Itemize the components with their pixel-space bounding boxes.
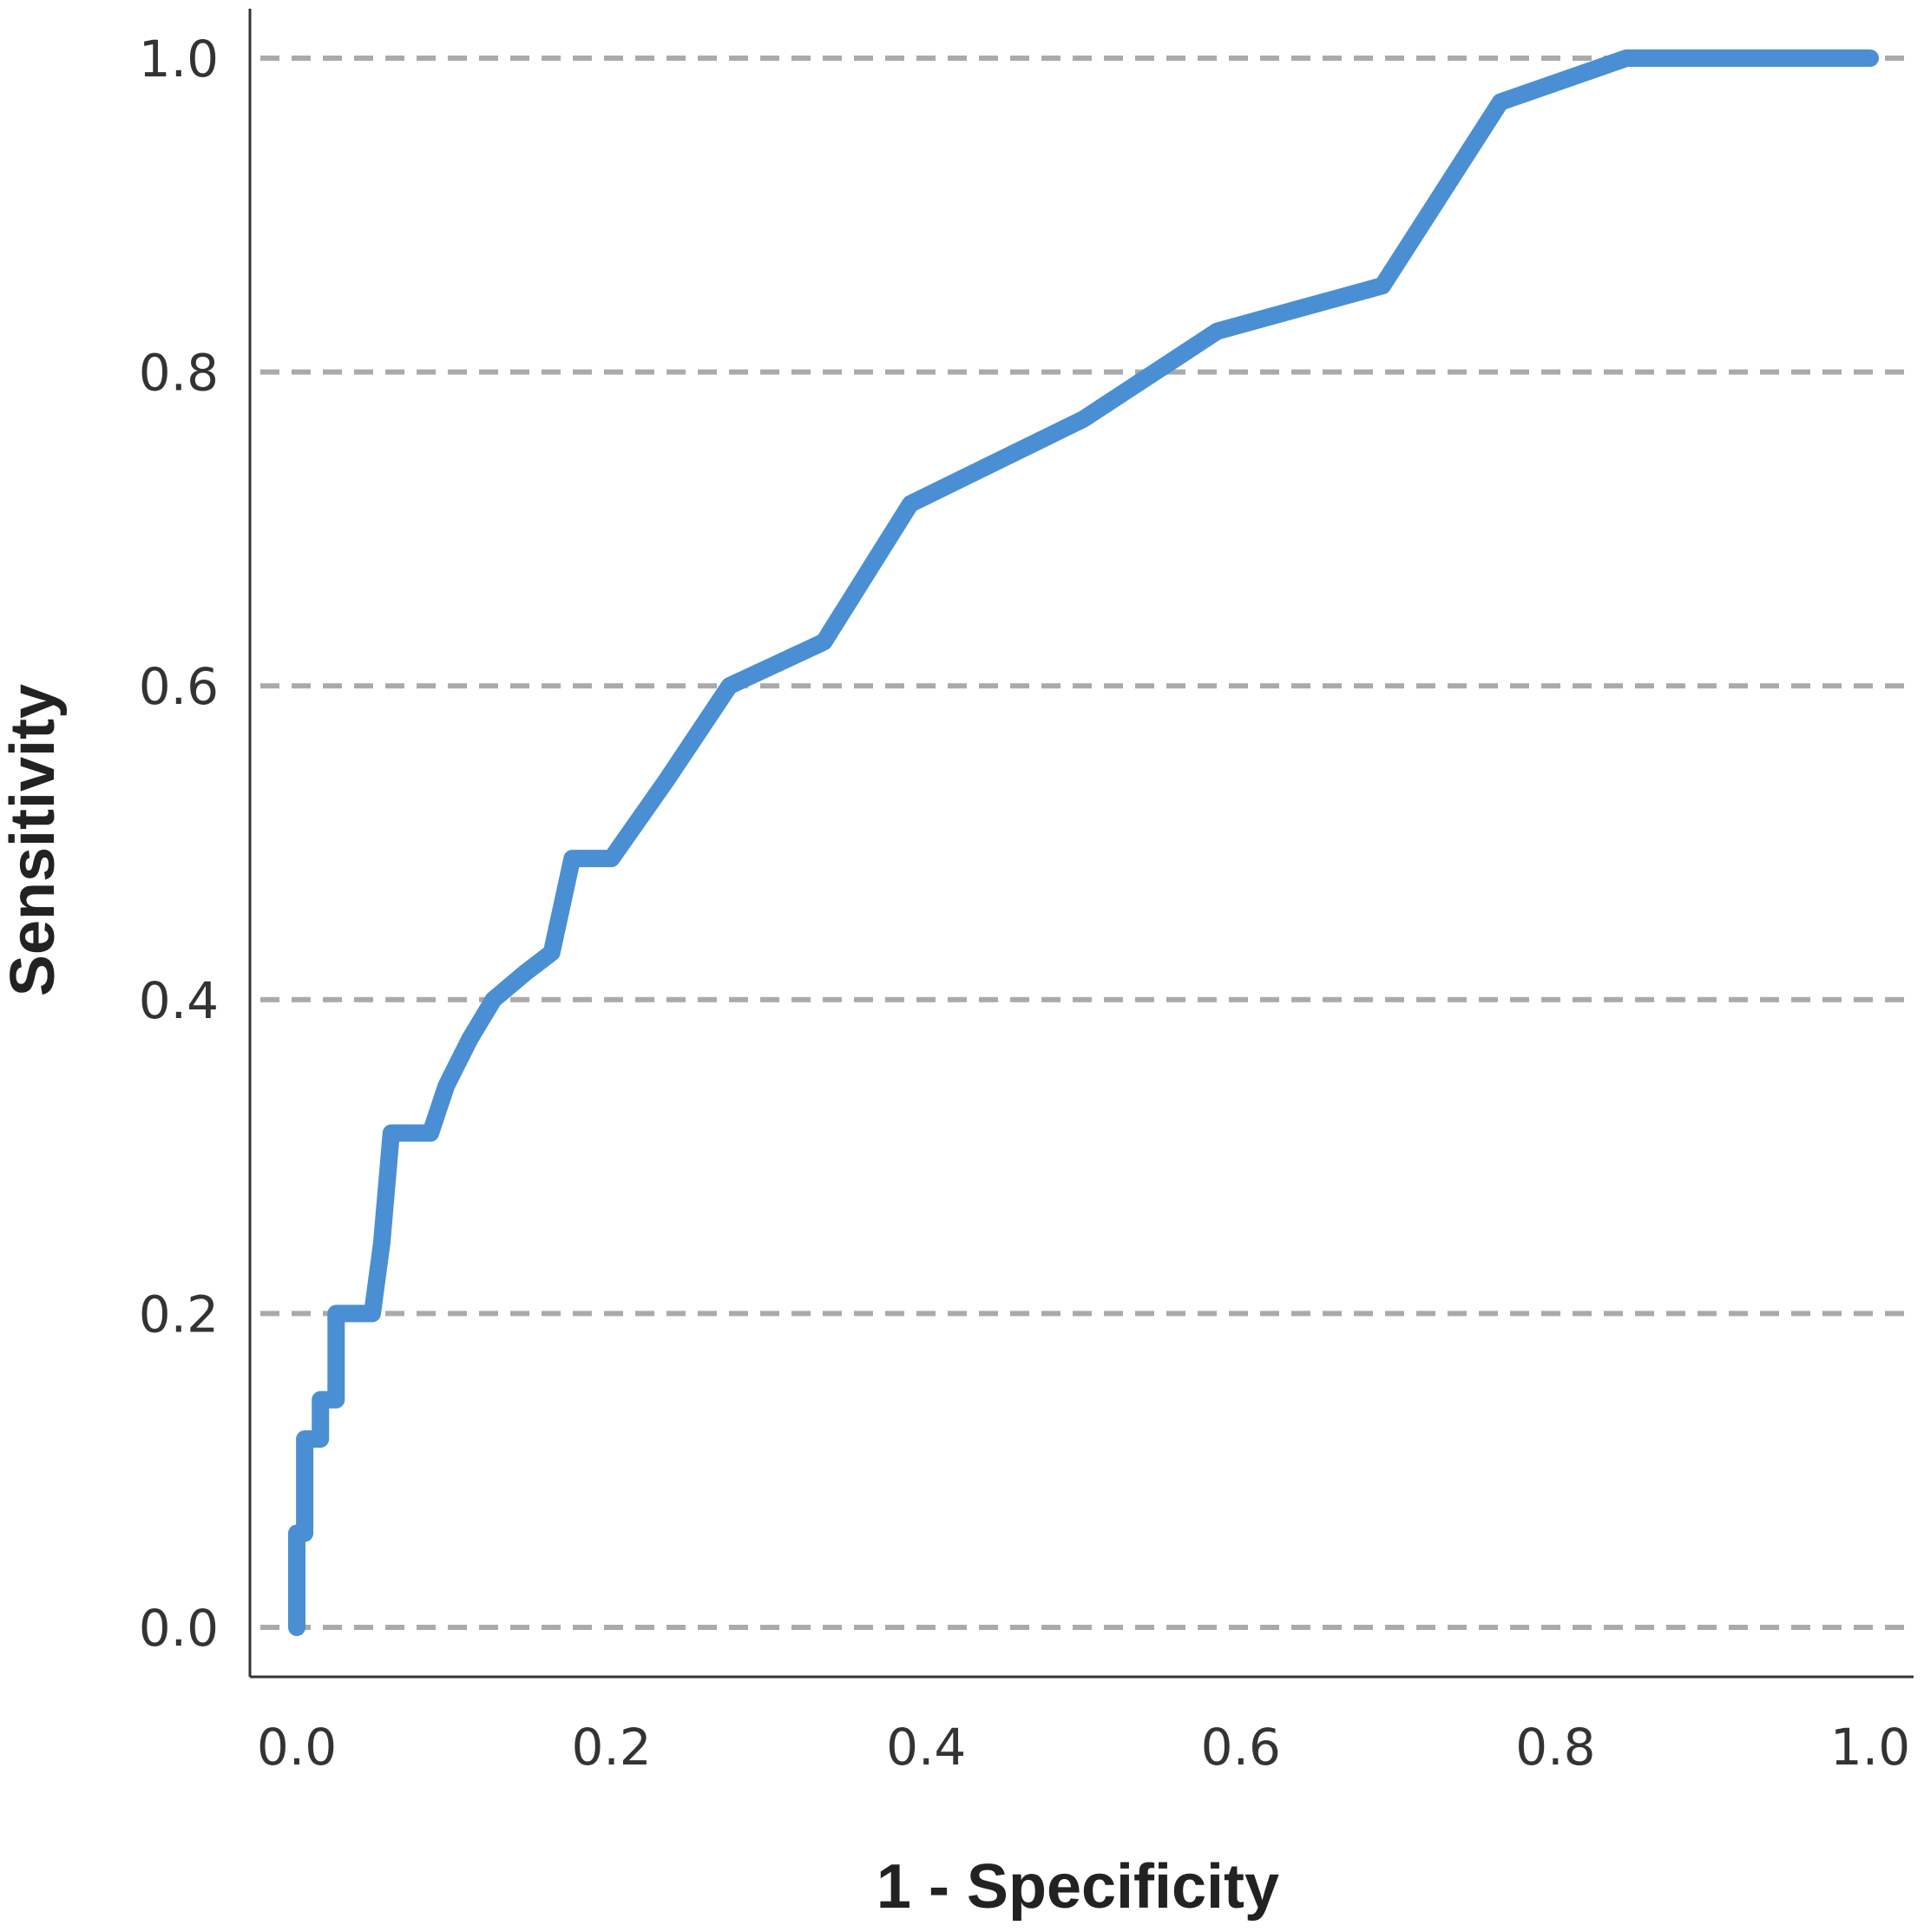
y-tick-label: 1.0 (139, 30, 219, 89)
y-tick-label: 0.8 (139, 344, 219, 403)
roc-curve-line (288, 49, 1879, 1636)
y-tick-label: 0.6 (139, 657, 219, 716)
gridlines (260, 56, 1914, 1630)
x-axis-title: 1 - Specificity (877, 1852, 1279, 1922)
x-tick-label: 0.6 (1201, 1718, 1281, 1777)
x-tick-label: 1.0 (1830, 1718, 1910, 1777)
x-tick-label: 0.4 (886, 1718, 966, 1777)
x-tick-labels: 0.0 0.2 0.4 0.6 0.8 1.0 (257, 1718, 1910, 1777)
x-tick-label: 0.2 (571, 1718, 651, 1777)
y-tick-label: 0.0 (139, 1599, 219, 1658)
x-tick-label: 0.8 (1515, 1718, 1595, 1777)
y-tick-label: 0.2 (139, 1285, 219, 1344)
y-axis-title: Sensitivity (0, 684, 68, 996)
y-tick-label: 0.4 (139, 971, 219, 1030)
y-tick-labels: 0.0 0.2 0.4 0.6 0.8 1.0 (139, 30, 219, 1658)
x-tick-label: 0.0 (257, 1718, 337, 1777)
